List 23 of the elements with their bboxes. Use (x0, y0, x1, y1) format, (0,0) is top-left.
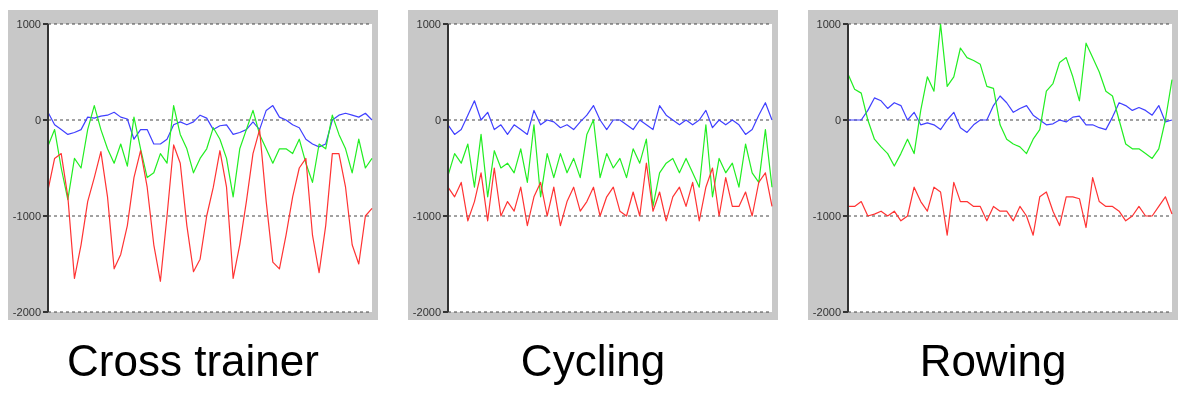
line-series (847, 24, 1173, 167)
line-series (447, 162, 773, 227)
y-tick-label: 0 (434, 113, 441, 126)
y-tick-label: -1000 (812, 209, 841, 222)
y-tick-label: 1000 (816, 17, 841, 30)
line-series (847, 177, 1173, 236)
y-tick-label: 0 (34, 113, 41, 126)
text: Rowing (918, 336, 1068, 386)
y-tick-label: -2000 (812, 305, 841, 318)
y-tick-label: -2000 (412, 305, 441, 318)
line-series (47, 129, 373, 282)
line-series (47, 105, 373, 148)
y-tick-label: -1000 (12, 209, 41, 222)
text: Cross trainer (66, 336, 320, 386)
y-tick-label: 1000 (416, 17, 441, 30)
line-series (447, 119, 773, 207)
y-tick-label: -1000 (412, 209, 441, 222)
line-series (447, 100, 773, 135)
y-tick-label: 0 (834, 113, 841, 126)
line-series (847, 95, 1173, 134)
text: Cycling (519, 336, 667, 386)
y-tick-label: 1000 (16, 17, 41, 30)
y-tick-label: -2000 (12, 305, 41, 318)
